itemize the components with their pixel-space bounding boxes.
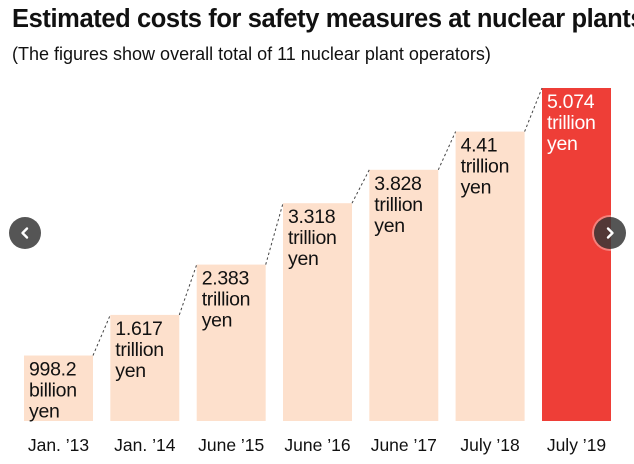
data-label-4: 3.318 trillion yen — [288, 206, 337, 270]
bar-5 — [369, 169, 439, 421]
next-button[interactable] — [594, 217, 626, 249]
data-label-line: 2.383 — [202, 268, 249, 290]
data-label-line: yen — [29, 401, 60, 423]
data-label-line: yen — [288, 248, 319, 270]
connector-line-1 — [92, 314, 111, 356]
data-label-line: 1.617 — [115, 318, 162, 340]
chevron-left-icon — [21, 227, 29, 239]
x-tick-label-5: June ’17 — [371, 435, 437, 455]
bar-2 — [110, 314, 180, 421]
data-label-line: 3.828 — [374, 173, 421, 195]
bar-4 — [283, 203, 352, 421]
chart-title: Estimated costs for safety measures at n… — [12, 5, 634, 33]
connector-line-6 — [524, 87, 543, 132]
data-label-3: 2.383 trillion yen — [202, 268, 251, 332]
data-label-line: trillion — [374, 194, 423, 216]
data-label-line: billion — [29, 380, 77, 402]
x-tick-label-3: June ’15 — [198, 435, 264, 455]
x-tick-label-7: July ’19 — [547, 435, 606, 455]
bar-7 — [542, 88, 611, 421]
data-label-line: trillion — [202, 289, 251, 311]
data-label-line: yen — [374, 215, 405, 237]
data-label-line: 4.41 — [461, 135, 498, 157]
data-label-line: trillion — [461, 156, 510, 178]
chart-subtitle: (The figures show overall total of 11 nu… — [12, 44, 491, 64]
bar-1 — [24, 355, 93, 421]
data-label-line: yen — [547, 133, 578, 155]
data-label-line: yen — [461, 177, 492, 199]
chevron-right-icon — [606, 227, 614, 239]
connector-line-2 — [178, 264, 198, 316]
x-tick-label-2: Jan. ’14 — [114, 435, 176, 455]
data-label-line: 998.2 — [29, 359, 76, 381]
data-label-line: 5.074 — [547, 91, 595, 113]
data-label-line: yen — [115, 360, 146, 382]
x-tick-label-1: Jan. ’13 — [28, 435, 89, 455]
data-label-line: trillion — [288, 227, 337, 249]
data-label-line: trillion — [115, 339, 164, 361]
previous-button[interactable] — [9, 217, 41, 249]
data-label-line: trillion — [547, 112, 596, 134]
data-label-7: 5.074 trillion yen — [547, 91, 596, 155]
data-label-2: 1.617 trillion yen — [115, 318, 164, 382]
x-tick-label-4: June ’16 — [284, 435, 350, 455]
data-label-1: 998.2 billion yen — [29, 359, 77, 423]
bar-6 — [455, 131, 525, 421]
connector-line-4 — [351, 169, 370, 204]
x-tick-label-6: July ’18 — [460, 435, 519, 455]
connector-line-5 — [437, 131, 457, 171]
data-label-line: yen — [202, 310, 233, 332]
data-label-5: 3.828 trillion yen — [374, 173, 423, 237]
data-label-6: 4.41 trillion yen — [461, 135, 510, 199]
connector-line-3 — [265, 203, 284, 265]
bar-3 — [196, 264, 266, 421]
data-label-line: 3.318 — [288, 206, 335, 228]
